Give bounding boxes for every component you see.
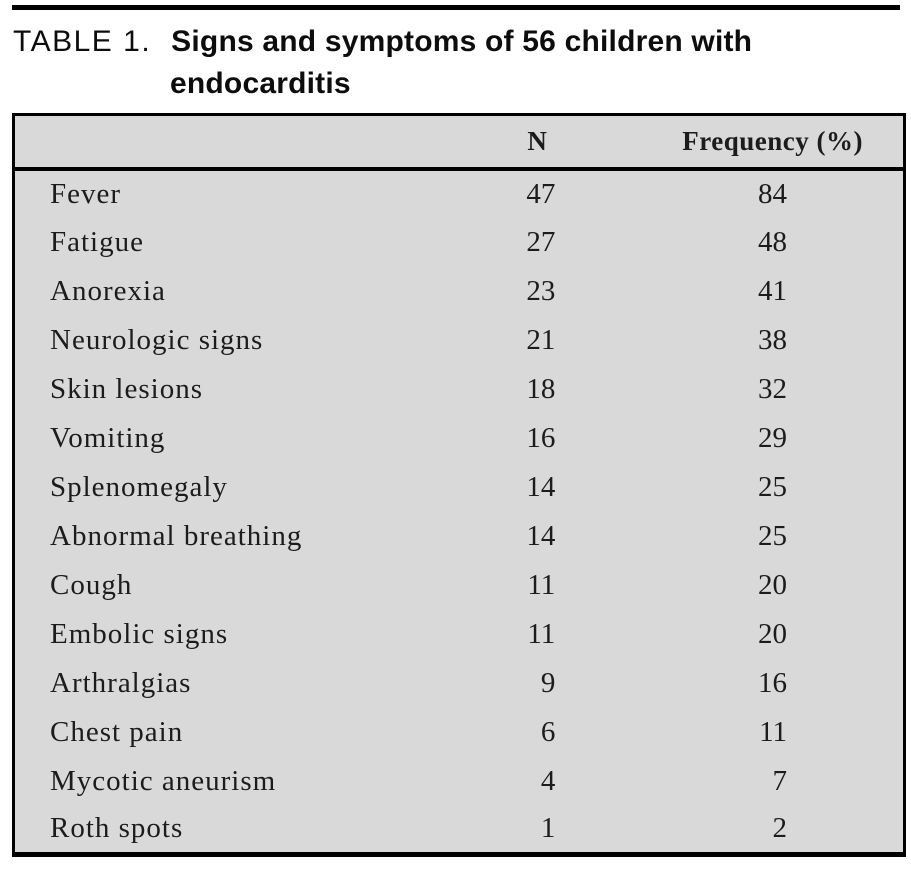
table-title-text-line2: endocarditis: [170, 67, 351, 100]
frequency-cell: 25: [758, 519, 787, 552]
table-body: Fever 47 84 Fatigue 27 48 Anorexia 23 41 Neurolog…: [14, 169, 905, 855]
symptom-cell: Skin lesions: [50, 372, 203, 405]
header-symptom: [13, 114, 466, 171]
table-row: Roth spots 1 2: [14, 806, 905, 855]
table-header: N Frequency (%): [13, 114, 905, 171]
frequency-cell: 11: [759, 715, 787, 748]
symptom-cell: Neurologic signs: [50, 323, 264, 356]
frequency-cell: 84: [758, 177, 787, 210]
frequency-cell: 7: [772, 764, 788, 797]
header-row: N Frequency (%): [13, 114, 905, 171]
symptom-cell: Arthralgias: [50, 666, 192, 699]
table-row: Fever 47 84: [14, 169, 905, 218]
symptom-cell: Embolic signs: [50, 617, 229, 650]
frequency-cell: 48: [758, 225, 787, 258]
table-row: Arthralgias 9 16: [14, 659, 905, 708]
frequency-cell: 41: [758, 274, 787, 307]
symptom-cell: Roth spots: [50, 812, 184, 845]
frequency-cell: 25: [758, 470, 787, 503]
table-row: Chest pain 6 11: [14, 708, 905, 757]
frequency-cell: 32: [758, 372, 787, 405]
table-title: TABLE 1. Signs and symptoms of 56 childre…: [13, 22, 903, 62]
header-n: N: [465, 114, 556, 171]
n-cell: 9: [540, 666, 556, 699]
table-row: Embolic signs 11 20: [14, 610, 905, 659]
table-row: Splenomegaly 14 25: [14, 463, 905, 512]
n-cell: 23: [526, 274, 556, 307]
frequency-cell: 38: [758, 323, 787, 356]
signs-symptoms-table: N Frequency (%) Fever 47 84 Fatigue 27 48 Anor…: [12, 113, 906, 857]
symptom-cell: Mycotic aneurism: [50, 764, 277, 797]
frequency-cell: 20: [758, 568, 787, 601]
n-cell: 27: [526, 225, 556, 258]
frequency-cell: 2: [772, 812, 788, 845]
n-cell: 21: [526, 323, 556, 356]
table-title-text: Signs and symptoms of 56 children with: [171, 25, 753, 58]
n-cell: 14: [526, 519, 556, 552]
table-row: Neurologic signs 21 38: [14, 316, 905, 365]
n-cell: 47: [526, 177, 556, 210]
symptom-cell: Chest pain: [50, 715, 184, 748]
table-row: Cough 11 20: [14, 561, 905, 610]
frequency-cell: 16: [758, 666, 787, 699]
table-row: Vomiting 16 29: [14, 414, 905, 463]
symptom-cell: Anorexia: [50, 274, 166, 307]
symptom-cell: Fatigue: [50, 225, 144, 258]
header-frequency: Frequency (%): [555, 114, 905, 171]
symptom-cell: Vomiting: [50, 421, 166, 454]
n-cell: 6: [540, 715, 556, 748]
n-cell: 11: [527, 617, 556, 650]
n-cell: 11: [527, 568, 556, 601]
table-row: Anorexia 23 41: [14, 267, 905, 316]
table-row: Skin lesions 18 32: [14, 365, 905, 414]
symptom-cell: Cough: [50, 568, 133, 601]
table-row: Mycotic aneurism 4 7: [14, 757, 905, 806]
frequency-cell: 29: [758, 421, 787, 454]
table-row: Abnormal breathing 14 25: [14, 512, 905, 561]
n-cell: 4: [540, 764, 556, 797]
frequency-cell: 20: [758, 617, 787, 650]
title-top-rule: [12, 5, 900, 10]
n-cell: 16: [526, 421, 556, 454]
n-cell: 1: [540, 812, 556, 845]
n-cell: 18: [526, 372, 556, 405]
n-cell: 14: [526, 470, 556, 503]
table-number-label: TABLE 1.: [13, 25, 152, 58]
symptom-cell: Fever: [50, 177, 122, 210]
table-row: Fatigue 27 48: [14, 218, 905, 267]
symptom-cell: Abnormal breathing: [50, 519, 303, 552]
symptom-cell: Splenomegaly: [50, 470, 228, 503]
